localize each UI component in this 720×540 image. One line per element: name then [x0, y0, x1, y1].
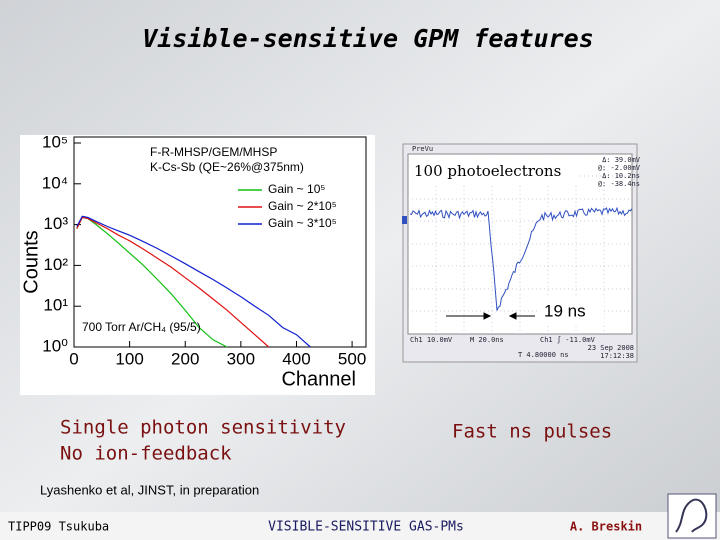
- footer-center: VISIBLE-SENSITIVE GAS-PMs: [268, 520, 464, 535]
- width-label-bg: [538, 298, 604, 324]
- scope-setting: T 4.80000 ns: [518, 351, 569, 359]
- y-tick-label: 10⁴: [42, 173, 68, 192]
- scope-setting: M 20.0ns: [470, 336, 504, 344]
- caption-right: Fast ns pulses: [452, 421, 612, 443]
- scope-setting: Ch1 ∫ -11.0mV: [540, 335, 596, 344]
- logo-mark: [675, 498, 708, 533]
- x-tick-label: 400: [282, 349, 310, 368]
- legend-label: Gain ~ 10⁵: [268, 182, 325, 196]
- scope-waveform: [409, 206, 633, 311]
- y-tick-label: 10⁵: [42, 132, 68, 151]
- scope-readout: @: -38.4ns: [598, 180, 640, 188]
- scope-label: 100 photoelectrons: [414, 162, 561, 180]
- reference: Lyashenko et al, JINST, in preparation: [40, 482, 259, 497]
- y-tick-label: 10²: [43, 255, 68, 274]
- footer-bar: [0, 512, 720, 540]
- scope-mode: PreVu: [412, 145, 433, 153]
- y-tick-label: 10³: [43, 214, 68, 233]
- legend-label: Gain ~ 3*10⁵: [268, 216, 337, 230]
- y-axis-label: Counts: [20, 230, 42, 293]
- scope-setting: Ch1 10.0mV: [410, 336, 453, 344]
- scope-readout: Δ: 39.0mV: [602, 156, 641, 164]
- x-tick-label: 500: [338, 349, 366, 368]
- scope-readout: Δ: 10.2ns: [602, 172, 640, 180]
- width-arrows: [446, 312, 535, 320]
- caption-left: No ion-feedback: [60, 443, 232, 465]
- x-axis-label: Channel: [281, 368, 356, 390]
- scope-readout: @: -2.00mV: [598, 164, 641, 172]
- annotation: 700 Torr Ar/CH₄ (95/5): [82, 320, 201, 334]
- x-tick-label: 100: [115, 349, 143, 368]
- width-label: 19 ns: [544, 301, 586, 320]
- series-line: [76, 216, 270, 348]
- scope-label-bg: [410, 158, 578, 184]
- x-tick-label: 0: [69, 349, 78, 368]
- footer-right: A. Breskin: [570, 520, 642, 534]
- slide-title: Visible-sensitive GPM features: [142, 24, 594, 53]
- footer-left: TIPP09 Tsukuba: [8, 520, 109, 534]
- x-tick-label: 200: [171, 349, 199, 368]
- x-tick-label: 300: [227, 349, 255, 368]
- y-tick-label: 10¹: [43, 296, 68, 315]
- y-tick-label: 10⁰: [42, 336, 68, 355]
- scope-setting: 17:12:38: [600, 352, 634, 360]
- annotation: K-Cs-Sb (QE~26%@375nm): [150, 160, 304, 174]
- series-line: [76, 215, 311, 348]
- caption-left: Single photon sensitivity: [60, 417, 346, 439]
- legend-label: Gain ~ 2*10⁵: [268, 199, 337, 213]
- ch1-marker: [402, 216, 407, 224]
- scope-setting: 23 Sep 2008: [588, 344, 634, 352]
- plot-frame: [73, 136, 367, 348]
- annotation: F-R-MHSP/GEM/MHSP: [150, 145, 277, 159]
